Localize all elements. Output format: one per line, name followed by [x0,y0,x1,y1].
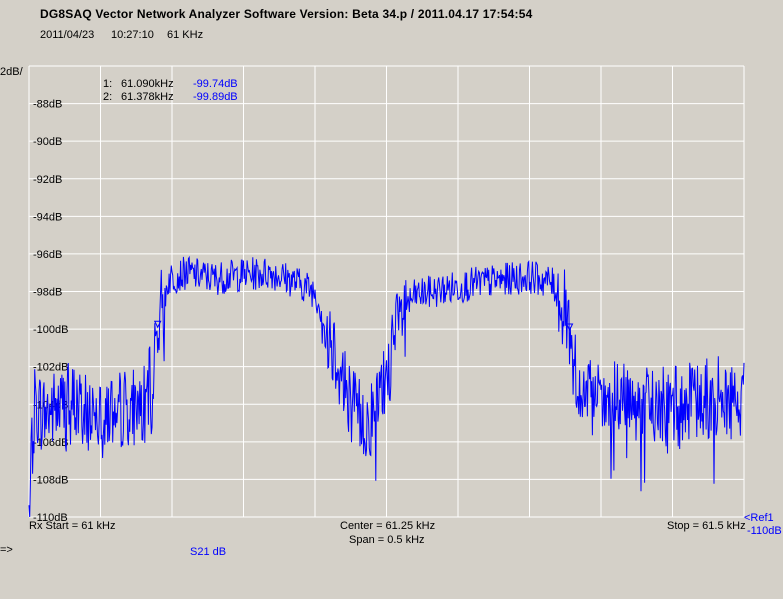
marker-2-value: -99.89dB [193,91,238,103]
date-label: 2011/04/23 [40,29,95,41]
marker-2-freq: 61.378kHz [121,91,174,103]
y-tick-label: -98dB [33,287,62,299]
y-tick-label: -92dB [33,174,62,186]
marker-glyphs [153,320,574,332]
prompt-arrow: => [0,544,13,556]
s21-trace [28,255,745,518]
y-tick-label: -110dB [33,512,68,524]
ref-label: <Ref1 [744,512,774,524]
marker-1-freq: 61.090kHz [121,78,174,90]
center-frequency: Center = 61.25 kHz [340,520,436,532]
y-tick-labels: -88dB -90dB -92dB -94dB -96dB -98dB -100dB -102… [33,99,68,524]
marker-1-id: 1: [103,78,113,90]
span-frequency: Span = 0.5 kHz [349,534,425,546]
frequency-label: 61 KHz [167,29,204,41]
y-tick-label: -94dB [33,211,62,223]
y-tick-label: -102dB [33,362,68,374]
y-tick-label: -100dB [33,324,68,336]
start-frequency: Rx Start = 61 kHz [29,520,116,532]
y-tick-label: -108dB [33,474,68,486]
trace-label[interactable]: S21 dB [190,546,227,558]
y-tick-label: -96dB [33,249,62,261]
marker-2-glyph [565,323,574,332]
y-tick-label: -90dB [33,136,62,148]
marker-2-id: 2: [103,91,113,103]
stop-frequency: Stop = 61.5 kHz [667,520,746,532]
time-label: 10:27:10 [111,29,154,41]
app-title: DG8SAQ Vector Network Analyzer Software … [40,7,533,21]
scale-per-div: 2dB/ [0,66,23,78]
plot-grid [28,65,745,518]
marker-1-glyph [153,320,162,329]
y-tick-label: -88dB [33,99,62,111]
ref-value: -110dB [747,525,782,537]
marker-1-value: -99.74dB [193,78,238,90]
